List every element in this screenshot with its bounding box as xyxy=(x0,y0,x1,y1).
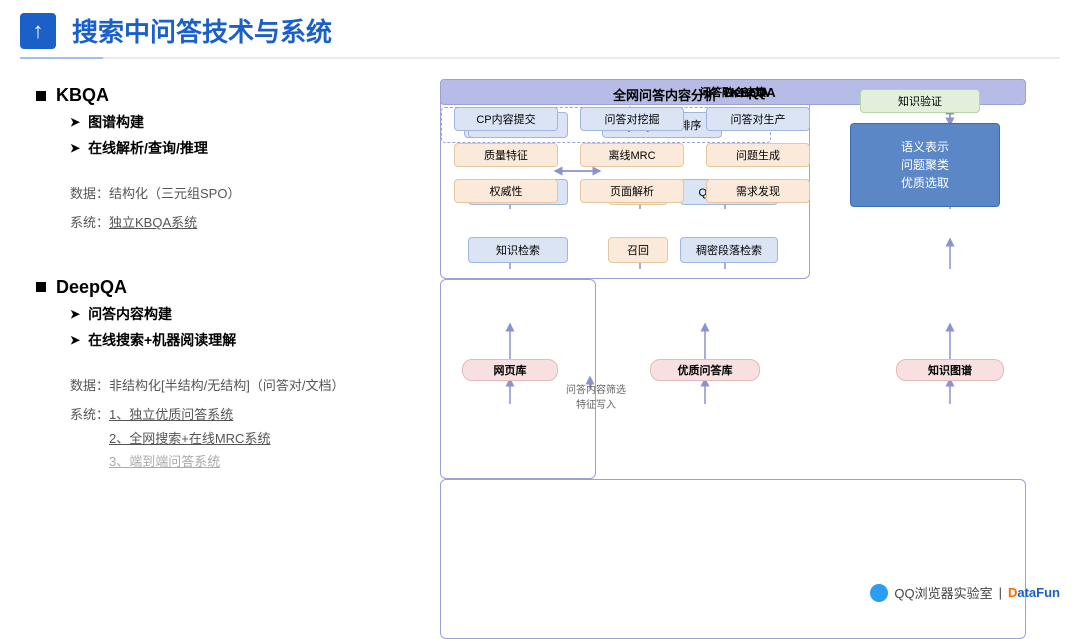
kbqa-sys-link: 独立KBQA系统 xyxy=(109,215,197,230)
analysis-title: 全网问答内容分析 xyxy=(440,85,890,104)
section-kbqa-label: KBQA xyxy=(56,85,109,106)
deepqa-sys: 系统：1、独立优质问答系统 系统：2、全网搜索+在线MRC系统 系统：3、端到端… xyxy=(70,403,430,473)
architecture-diagram: 问答融合决策 DeepQA 在线MRC QP/QA匹配排序 排序 排序 QQ语义… xyxy=(440,79,1060,639)
kbqa-sub2: ➤在线解析/查询/推理 xyxy=(70,138,430,158)
node-parse: 页面解析 xyxy=(580,179,684,203)
node-cp: CP内容提交 xyxy=(454,107,558,131)
deepqa-sub2: ➤在线搜索+机器阅读理解 xyxy=(70,330,430,350)
footer-sep: | xyxy=(999,585,1002,600)
brand-logo: ↑ xyxy=(20,13,56,49)
qq-logo-icon xyxy=(870,584,888,602)
kbqa-sub2-label: 在线解析/查询/推理 xyxy=(88,138,208,158)
node-qgen: 问题生成 xyxy=(706,143,810,167)
section-kbqa: KBQA xyxy=(36,85,430,106)
deepqa-sys-1: 1、独立优质问答系统 xyxy=(109,407,233,422)
deepqa-sys-pre: 系统： xyxy=(70,407,109,422)
kbqa-sys-pre: 系统： xyxy=(70,215,109,230)
lab-name: QQ浏览器实验室 xyxy=(894,583,992,602)
node-bigblue: 语义表示 问题聚类 优质选取 xyxy=(850,123,1000,207)
deepqa-sub1: ➤问答内容构建 xyxy=(70,304,430,324)
node-quality: 质量特征 xyxy=(454,143,558,167)
kbqa-sys: 系统：独立KBQA系统 xyxy=(70,211,430,234)
footer: QQ浏览器实验室 | DataFun xyxy=(870,583,1060,602)
db-qa: 优质问答库 xyxy=(650,359,760,381)
datafun-d: D xyxy=(1008,585,1017,600)
node-verify: 知识验证 xyxy=(860,89,980,113)
deepqa-data: 数据：非结构化[半结构/无结构]（问答对/文档） xyxy=(70,374,430,397)
datafun-rest: ataFun xyxy=(1017,585,1060,600)
deepqa-sys-2: 2、全网搜索+在线MRC系统 xyxy=(109,431,270,446)
section-deepqa-label: DeepQA xyxy=(56,277,127,298)
kbqa-data: 数据：结构化（三元组SPO） xyxy=(70,182,430,205)
node-kretrieve: 知识检索 xyxy=(468,237,568,263)
analysis-panel: 全网问答内容分析 CP内容提交 问答对挖掘 问答对生产 质量特征 离线MRC 问… xyxy=(440,479,1026,639)
deepqa-sub1-label: 问答内容构建 xyxy=(88,304,172,324)
db-kg: 知识图谱 xyxy=(896,359,1004,381)
title-rule xyxy=(20,57,1060,59)
node-mine: 问答对挖掘 xyxy=(580,107,684,131)
node-auth: 权威性 xyxy=(454,179,558,203)
deepqa-sub2-label: 在线搜索+机器阅读理解 xyxy=(88,330,236,350)
node-offmrc: 离线MRC xyxy=(580,143,684,167)
section-deepqa: DeepQA xyxy=(36,277,430,298)
datafun-logo: DataFun xyxy=(1008,585,1060,600)
db-web: 网页库 xyxy=(462,359,558,381)
deepqa-sys-3: 3、端到端问答系统 xyxy=(109,454,220,469)
node-dense: 稠密段落检索 xyxy=(680,237,778,263)
page-title: 搜索中问答技术与系统 xyxy=(72,12,332,49)
node-produce: 问答对生产 xyxy=(706,107,810,131)
node-recall2: 召回 xyxy=(608,237,668,263)
note-filter: 问答内容筛选 特征写入 xyxy=(556,381,636,411)
kbqa-sub1: ➤图谱构建 xyxy=(70,112,430,132)
node-demand: 需求发现 xyxy=(706,179,810,203)
kbqa-sub1-label: 图谱构建 xyxy=(88,112,144,132)
outline-panel: KBQA ➤图谱构建 ➤在线解析/查询/推理 数据：结构化（三元组SPO） 系统… xyxy=(20,79,440,639)
